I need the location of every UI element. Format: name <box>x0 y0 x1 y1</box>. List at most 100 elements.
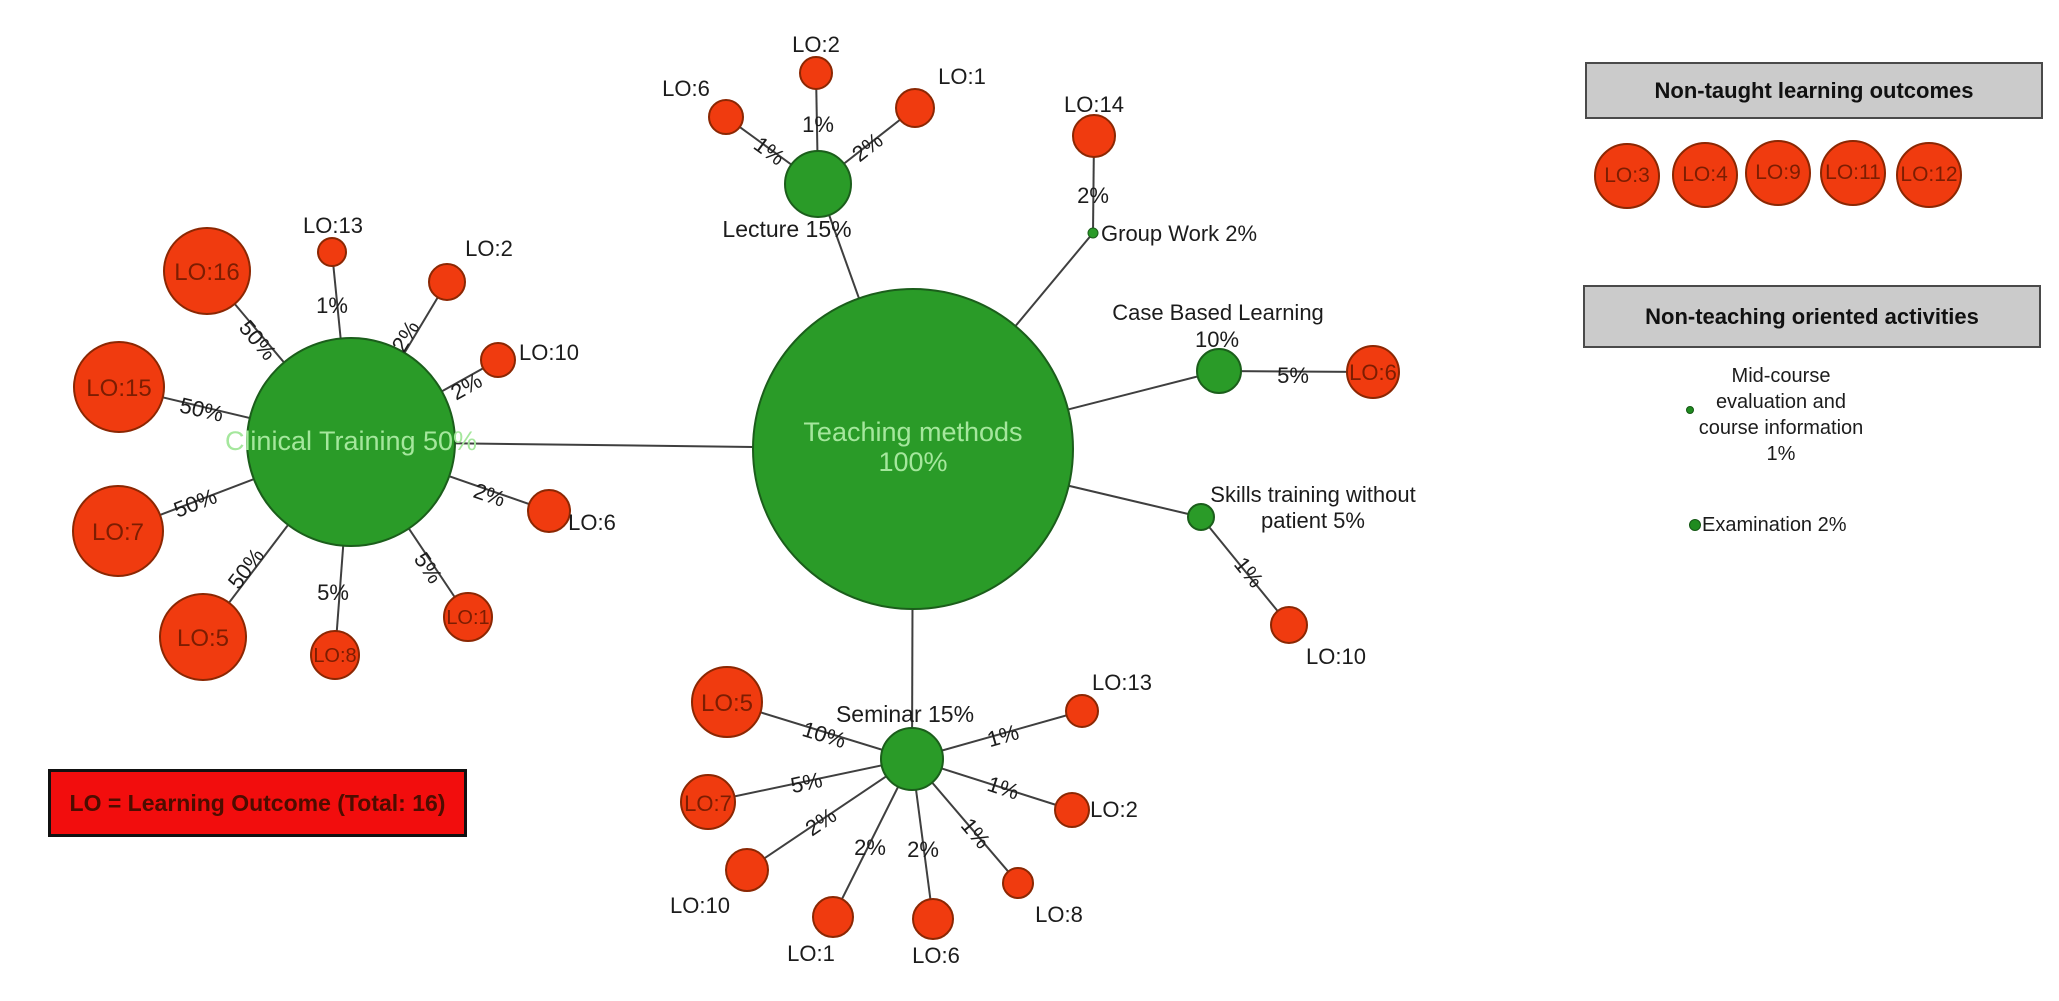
legend-box: LO = Learning Outcome (Total: 16) <box>48 769 467 837</box>
non-teaching-header: Non-teaching oriented activities <box>1583 285 2041 348</box>
sem-lo7-label: LO:7 <box>684 791 732 816</box>
node-lec_lo2 <box>799 56 833 90</box>
cl-lo15-label: LO:15 <box>86 375 151 402</box>
edge-label-seminar-sem_lo2: 1% <box>984 771 1022 805</box>
edge-label-clinical-cl_lo10: 2% <box>446 368 486 405</box>
case-based-learning-pct: 10% <box>1195 327 1239 352</box>
node-sk_lo10 <box>1270 606 1308 644</box>
edge-label-clinical-cl_lo7: 50% <box>170 483 220 522</box>
sem-lo1-label: LO:1 <box>787 941 835 966</box>
node-cbl_lo6 <box>1346 345 1400 399</box>
edge-seminar-sem_lo7 <box>707 758 913 803</box>
node-cl_lo16 <box>163 227 251 315</box>
skills-training-label-line2: patient 5% <box>1261 508 1365 533</box>
edge-label-clinical-cl_lo6: 2% <box>470 478 508 512</box>
cl-lo8-label: LO:8 <box>313 645 356 667</box>
sem-lo10-label: LO:10 <box>670 893 730 918</box>
gw-lo14-label: LO:14 <box>1064 92 1124 117</box>
lec-lo6-label: LO:6 <box>662 76 710 101</box>
legend-text: LO = Learning Outcome (Total: 16) <box>69 789 446 816</box>
non-taught-lo11-circle: LO:11 <box>1820 140 1886 206</box>
sem-lo6-label: LO:6 <box>912 943 960 968</box>
node-lec_lo6 <box>708 99 744 135</box>
midcourse-line-3: course information <box>1698 417 1864 439</box>
seminar-label: Seminar 15% <box>836 701 974 727</box>
sem-lo8-label: LO:8 <box>1035 902 1083 927</box>
skills-training-label-line1: Skills training without <box>1210 482 1415 507</box>
non-taught-lo3-circle: LO:3 <box>1594 143 1660 209</box>
clinical-training-label: Clinical Training 50% <box>225 426 477 456</box>
node-teaching <box>752 288 1074 610</box>
teaching-methods-pct: 100% <box>878 447 947 477</box>
node-seminar <box>880 727 944 791</box>
midcourse-line-2: evaluation and <box>1715 391 1847 413</box>
edge-label-clinical-cl_lo13: 1% <box>316 293 348 318</box>
node-sem_lo13 <box>1065 694 1099 728</box>
lec-lo1-label: LO:1 <box>938 64 986 89</box>
case-based-learning-label: Case Based Learning <box>1112 300 1324 325</box>
edge-label-seminar-sem_lo6: 2% <box>907 837 939 862</box>
node-sem_lo7 <box>680 774 736 830</box>
cl-lo1-label: LO:1 <box>446 607 489 629</box>
non-taught-lo11-label: LO:11 <box>1825 161 1881 184</box>
examination-dot-icon <box>1689 519 1701 531</box>
sem-lo2-label: LO:2 <box>1090 797 1138 822</box>
non-taught-lo12-circle: LO:12 <box>1896 142 1962 208</box>
lec-lo2-label: LO:2 <box>792 32 840 57</box>
sem-lo13-label: LO:13 <box>1092 670 1152 695</box>
cl-lo2-label: LO:2 <box>465 236 513 261</box>
edge-label-seminar-sem_lo8: 1% <box>956 813 996 853</box>
edge-seminar-sem_lo10 <box>746 758 913 871</box>
edge-label-lecture-lec_lo2: 1% <box>802 112 834 137</box>
node-sem_lo8 <box>1002 867 1034 899</box>
node-cl_lo1 <box>443 592 493 642</box>
sem-lo5-label: LO:5 <box>701 690 753 717</box>
edge-label-clinical-cl_lo1: 5% <box>409 548 448 588</box>
non-taught-lo9-label: LO:9 <box>1755 161 1801 184</box>
edge-label-clinical-cl_lo5: 50% <box>223 543 269 593</box>
edge-label-groupwork-gw_lo14: 2% <box>1077 183 1109 208</box>
node-cl_lo10 <box>480 342 516 378</box>
node-cl_lo8 <box>310 630 360 680</box>
node-cl_lo2 <box>428 263 466 301</box>
cl-lo16-label: LO:16 <box>174 259 239 286</box>
non-taught-header: Non-taught learning outcomes <box>1585 62 2043 119</box>
edge-label-seminar-sem_lo13: 1% <box>984 719 1021 752</box>
node-cl_lo5 <box>159 593 247 681</box>
midcourse-dot-icon <box>1686 406 1694 414</box>
node-casebased <box>1196 348 1242 394</box>
edge-skills-sk_lo10 <box>1200 516 1290 626</box>
edge-label-casebased-cbl_lo6: 5% <box>1277 363 1309 388</box>
non-teaching-header-text: Non-teaching oriented activities <box>1645 303 1979 329</box>
group-work-label: Group Work 2% <box>1101 221 1257 246</box>
midcourse-label: Mid-course evaluation and course informa… <box>1671 363 1891 467</box>
edge-label-seminar-sem_lo10: 2% <box>801 803 841 842</box>
teaching-methods-label: Teaching methods <box>803 417 1022 447</box>
non-taught-header-text: Non-taught learning outcomes <box>1654 77 1974 103</box>
cl-lo10-label: LO:10 <box>519 340 579 365</box>
node-cl_lo7 <box>72 485 164 577</box>
edge-label-seminar-sem_lo7: 5% <box>788 767 824 798</box>
node-clinical <box>246 337 456 547</box>
node-sem_lo10 <box>725 848 769 892</box>
cl-lo5-label: LO:5 <box>177 625 229 652</box>
sk-lo10-label: LO:10 <box>1306 644 1366 669</box>
non-taught-lo12-label: LO:12 <box>1900 163 1958 186</box>
cbl-lo6-label: LO:6 <box>1349 360 1397 385</box>
node-gw_lo14 <box>1072 114 1116 158</box>
node-skills <box>1187 503 1215 531</box>
node-groupwork <box>1087 227 1099 239</box>
cl-lo7-label: LO:7 <box>92 519 144 546</box>
node-sem_lo1 <box>812 896 854 938</box>
cl-lo13-label: LO:13 <box>303 213 363 238</box>
non-taught-lo4-circle: LO:4 <box>1672 142 1738 208</box>
cl-lo6-label: LO:6 <box>568 510 616 535</box>
edge-label-clinical-cl_lo8: 5% <box>317 580 349 605</box>
node-cl_lo6 <box>527 489 571 533</box>
non-taught-lo9-circle: LO:9 <box>1745 140 1811 206</box>
edge-label-clinical-cl_lo15: 50% <box>177 393 226 427</box>
node-cl_lo15 <box>73 341 165 433</box>
midcourse-line-1: Mid-course <box>1731 365 1831 387</box>
